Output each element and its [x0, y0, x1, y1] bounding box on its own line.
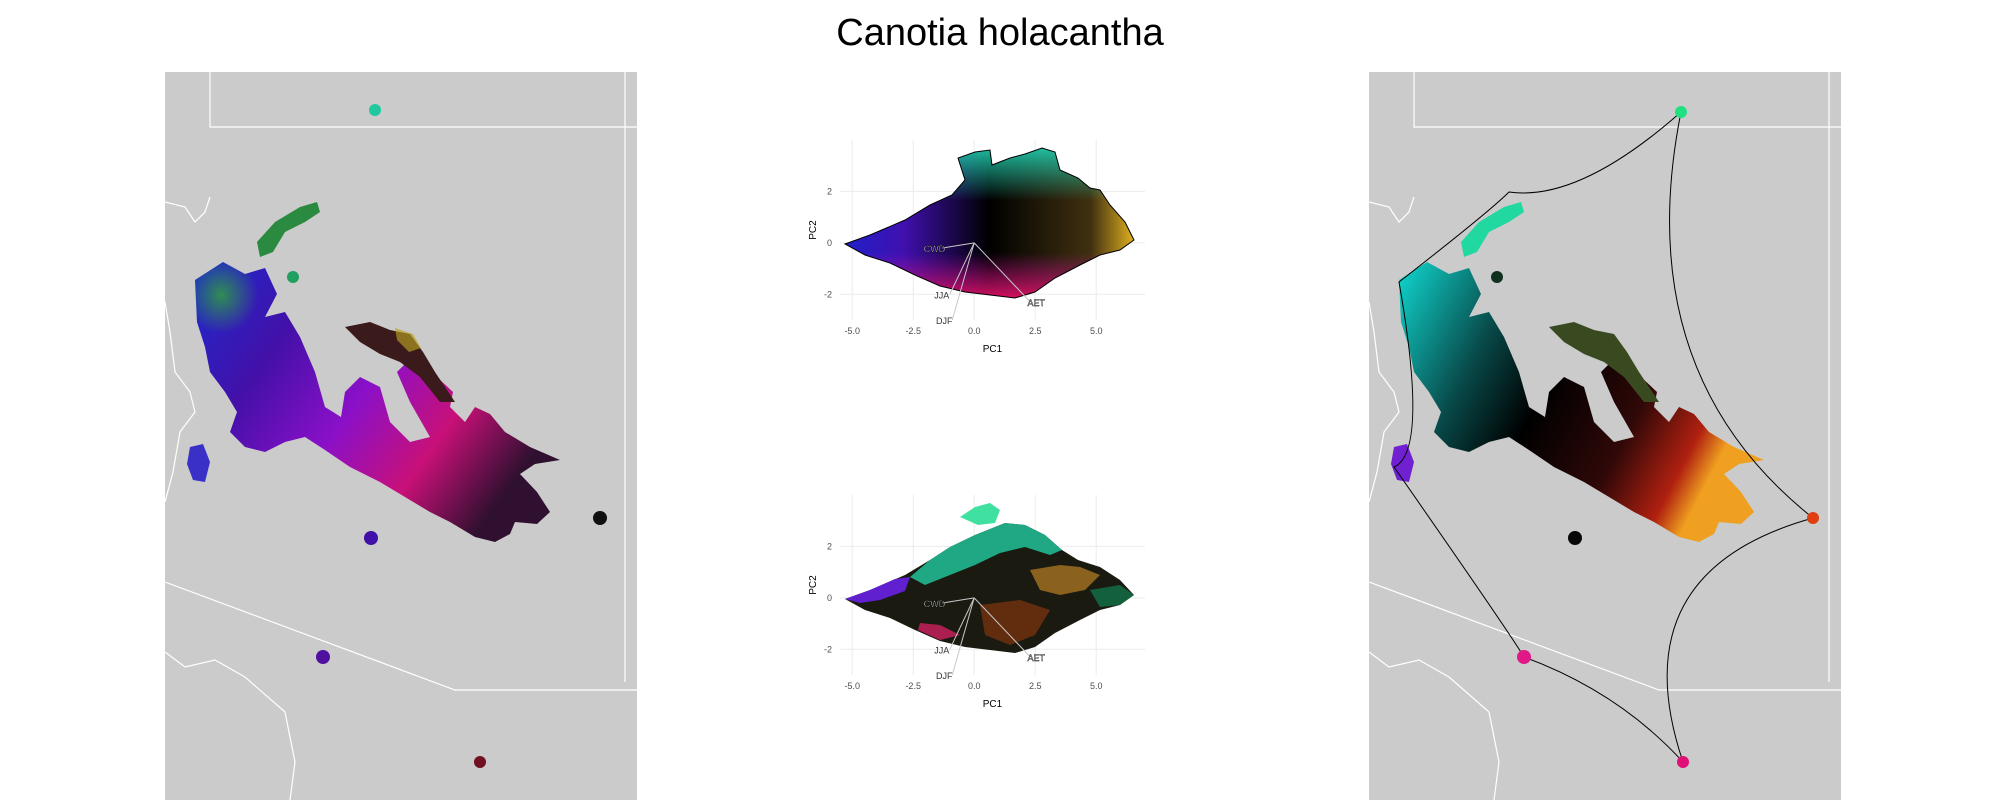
- y-tick-label: 0: [827, 238, 832, 248]
- hull-vertices: [1517, 106, 1819, 768]
- x-tick-label: 5.0: [1090, 681, 1103, 691]
- loading-vector-cwd: [942, 242, 975, 249]
- cluster-color-map: [1369, 72, 1841, 800]
- state-borders: [1369, 72, 1841, 800]
- loading-vector-aet: [973, 242, 1031, 303]
- x-tick-label: -2.5: [905, 326, 921, 336]
- state-borders: [165, 72, 637, 800]
- loading-vector-jja: [949, 597, 975, 650]
- range-polygons: [1391, 202, 1764, 545]
- y-tick-label: -2: [824, 644, 832, 654]
- loading-label-aet: AET: [1028, 653, 1046, 663]
- pca-scatter-clusters: CWD JJA DJF AET -5.0 -2.5 0.0 2.5 5.0 -2 0 2 PC1 PC2: [808, 495, 1145, 710]
- loading-label-cwd: CWD: [924, 599, 946, 609]
- x-tick-label: 2.5: [1029, 326, 1042, 336]
- color-hull: [1393, 110, 1815, 763]
- loading-vector-cwd: [942, 597, 975, 604]
- loading-label-aet: AET: [1028, 298, 1046, 308]
- y-tick-label: 2: [827, 186, 832, 196]
- y-axis-label: PC2: [808, 575, 819, 595]
- loading-vector-aet: [973, 597, 1031, 658]
- x-tick-label: -5.0: [844, 326, 860, 336]
- loading-label-jja: JJA: [934, 290, 949, 300]
- range-polygons: [187, 104, 607, 768]
- y-tick-label: -2: [824, 289, 832, 299]
- climate-color-map: [165, 72, 637, 800]
- loading-label-djf: DJF: [936, 671, 953, 681]
- x-tick-label: 0.0: [968, 681, 981, 691]
- axes: -5.0 -2.5 0.0 2.5 5.0 -2 0 2 PC1 PC2: [808, 186, 1102, 355]
- x-tick-label: 0.0: [968, 326, 981, 336]
- loading-vectors: CWD JJA DJF AET: [924, 597, 1046, 681]
- x-tick-label: 2.5: [1029, 681, 1042, 691]
- x-tick-label: -2.5: [905, 681, 921, 691]
- loading-vector-djf: [951, 242, 975, 321]
- x-axis-label: PC1: [983, 699, 1003, 710]
- y-axis-label: PC2: [808, 220, 819, 240]
- figure-title: Canotia holacantha: [836, 12, 1164, 54]
- point-cloud: [845, 503, 1134, 653]
- loading-vector-djf: [951, 597, 975, 676]
- pca-scatter-climate: CWD JJA DJF AET -5.0 -2.5 0.0 2.5 5.0 -2 0 2 PC1 PC2: [808, 140, 1145, 355]
- loading-label-djf: DJF: [936, 316, 953, 326]
- loading-label-cwd: CWD: [924, 244, 946, 254]
- point-cloud: [843, 147, 1135, 299]
- x-tick-label: -5.0: [844, 681, 860, 691]
- axes: -5.0 -2.5 0.0 2.5 5.0 -2 0 2 PC1 PC2: [808, 541, 1102, 710]
- x-tick-label: 5.0: [1090, 326, 1103, 336]
- y-tick-label: 2: [827, 541, 832, 551]
- loading-vectors: CWD JJA DJF AET: [924, 242, 1046, 326]
- y-tick-label: 0: [827, 593, 832, 603]
- x-axis-label: PC1: [983, 344, 1003, 355]
- loading-label-jja: JJA: [934, 645, 949, 655]
- loading-vector-jja: [949, 242, 975, 295]
